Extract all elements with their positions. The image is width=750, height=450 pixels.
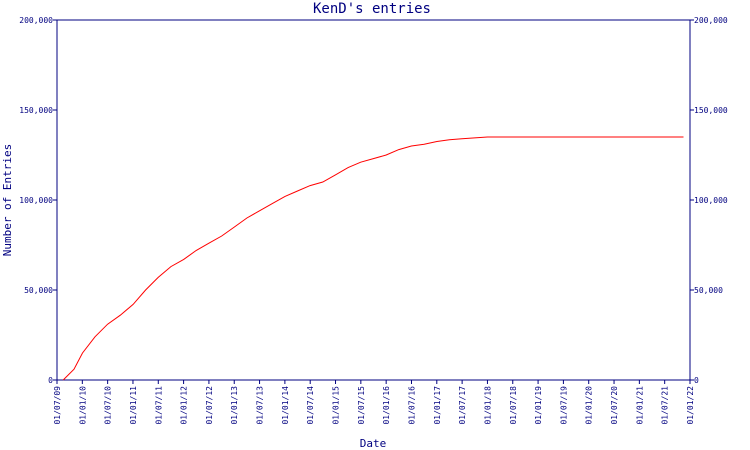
x-tick-label: 01/01/11	[129, 386, 138, 425]
x-tick-label: 01/07/18	[509, 386, 518, 425]
x-tick-label: 01/01/13	[230, 386, 239, 425]
x-tick-label: 01/07/16	[407, 386, 416, 425]
x-tick-label: 01/07/21	[661, 386, 670, 425]
x-tick-label: 01/07/15	[357, 386, 366, 425]
x-tick-label: 01/01/22	[686, 386, 695, 425]
x-tick-label: 01/07/10	[104, 386, 113, 425]
y-tick-label-left: 0	[48, 376, 53, 385]
y-tick-label-left: 200,000	[19, 16, 53, 25]
x-axis: 01/07/09 01/01/10 01/07/10 01/01/11 01/07/11…	[53, 380, 695, 425]
y-tick-label-left: 50,000	[24, 286, 53, 295]
y-tick-label-right: 0	[694, 376, 699, 385]
y-tick-label-right: 50,000	[694, 286, 723, 295]
series-line	[62, 136, 684, 381]
x-tick-label: 01/01/14	[281, 386, 290, 425]
y-tick-label-right: 200,000	[694, 16, 728, 25]
x-tick-label: 01/01/15	[332, 386, 341, 425]
x-tick-label: 01/01/12	[180, 386, 189, 425]
y-axis-title: Number of Entries	[1, 144, 14, 257]
x-tick-label: 01/07/12	[205, 386, 214, 425]
chart-title: KenD's entries	[313, 1, 431, 17]
y-axis-right: 0 50,000 100,000 150,000 200,000	[690, 16, 728, 385]
y-tick-label-left: 100,000	[19, 196, 53, 205]
x-tick-label: 01/07/14	[306, 386, 315, 425]
x-tick-label: 01/01/18	[483, 386, 492, 425]
x-tick-label: 01/07/13	[256, 386, 265, 425]
y-tick-label-left: 150,000	[19, 106, 53, 115]
x-tick-label: 01/01/17	[433, 386, 442, 425]
plot-frame	[56, 19, 691, 381]
x-tick-label: 01/07/17	[458, 386, 467, 425]
x-tick-label: 01/07/20	[610, 386, 619, 425]
x-tick-label: 01/07/11	[154, 386, 163, 425]
y-tick-label-right: 150,000	[694, 106, 728, 115]
x-tick-label: 01/01/21	[635, 386, 644, 425]
x-tick-label: 01/01/20	[585, 386, 594, 425]
x-tick-label: 01/07/09	[53, 386, 62, 425]
x-tick-label: 01/01/19	[534, 386, 543, 425]
y-tick-label-right: 100,000	[694, 196, 728, 205]
x-axis-title: Date	[360, 437, 387, 450]
x-tick-label: 01/01/16	[382, 386, 391, 425]
x-tick-label: 01/07/19	[559, 386, 568, 425]
x-tick-label: 01/01/10	[78, 386, 87, 425]
y-axis-left: 0 50,000 100,000 150,000 200,000	[19, 16, 57, 385]
